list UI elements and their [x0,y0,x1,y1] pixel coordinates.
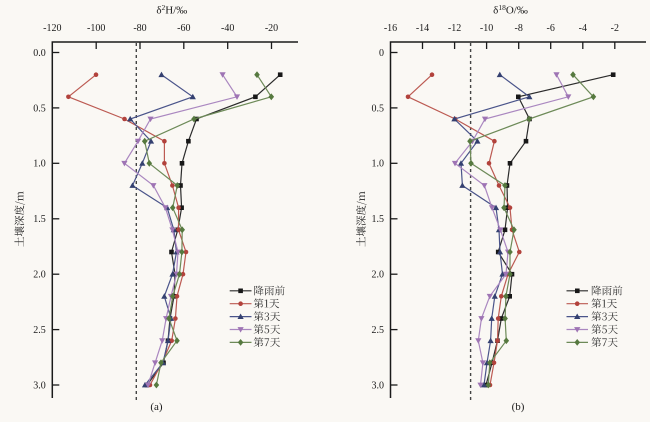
svg-text:-10: -10 [480,23,493,34]
svg-text:(b): (b) [512,401,525,413]
svg-text:-8: -8 [515,23,523,34]
svg-text:2.0: 2.0 [372,270,385,281]
svg-text:0.0: 0.0 [33,48,46,59]
svg-text:1.5: 1.5 [372,214,385,225]
svg-text:-2: -2 [611,23,619,34]
svg-text:δ2H/‰: δ2H/‰ [156,3,187,17]
svg-text:1.0: 1.0 [33,159,46,170]
svg-text:(a): (a) [150,401,163,413]
svg-text:-100: -100 [87,23,105,34]
svg-text:-14: -14 [416,23,429,34]
svg-text:3.0: 3.0 [33,380,46,391]
svg-text:-120: -120 [43,23,61,34]
svg-text:2.5: 2.5 [372,325,385,336]
svg-text:2.0: 2.0 [33,270,46,281]
svg-text:-60: -60 [177,23,190,34]
svg-text:1.5: 1.5 [33,214,46,225]
svg-text:0: 0 [379,48,384,59]
svg-text:-16: -16 [384,23,397,34]
svg-text:-6: -6 [547,23,555,34]
svg-text:0.5: 0.5 [372,103,385,114]
svg-text:-80: -80 [133,23,146,34]
svg-text:2.5: 2.5 [33,325,46,336]
svg-text:1.0: 1.0 [372,159,385,170]
svg-text:3.0: 3.0 [372,380,385,391]
svg-text:-40: -40 [221,23,234,34]
svg-text:-20: -20 [265,23,278,34]
svg-text:-12: -12 [448,23,461,34]
svg-text:0.5: 0.5 [33,103,46,114]
svg-text:-4: -4 [579,23,587,34]
